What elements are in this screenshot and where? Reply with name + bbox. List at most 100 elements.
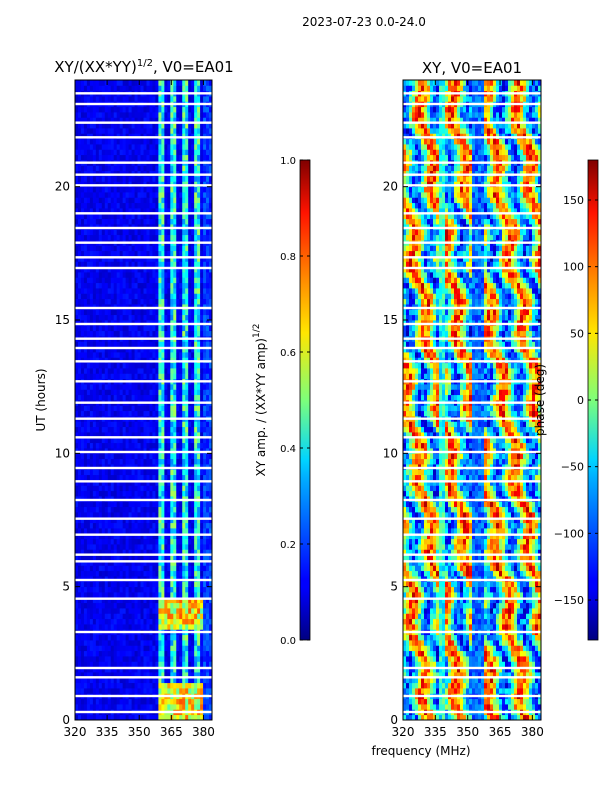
- heatmap-cell: [98, 592, 103, 598]
- heatmap-cell: [206, 592, 210, 598]
- heatmap-cell: [104, 432, 109, 438]
- heatmap-cell: [149, 613, 153, 620]
- heatmap-cell: [191, 229, 195, 236]
- heatmap-cell: [170, 405, 174, 412]
- heatmap-cell: [167, 266, 171, 273]
- heatmap-cell: [179, 613, 183, 620]
- heatmap-cell: [119, 565, 124, 572]
- heatmap-cell: [200, 330, 204, 337]
- heatmap-cell: [101, 506, 106, 513]
- heatmap-cell: [194, 192, 198, 198]
- heatmap-cell: [86, 501, 91, 508]
- heatmap-cell: [170, 618, 174, 625]
- heatmap-cell: [110, 458, 115, 465]
- heatmap-cell: [200, 426, 204, 433]
- heatmap-cell: [206, 538, 210, 545]
- heatmap-cell: [164, 165, 168, 172]
- heatmap-cell: [143, 208, 147, 214]
- heatmap-cell: [122, 512, 127, 518]
- heatmap-cell: [134, 234, 138, 241]
- heatmap-cell: [89, 592, 94, 598]
- heatmap-cell: [140, 277, 144, 284]
- heatmap-cell: [134, 432, 138, 438]
- heatmap-cell: [152, 656, 156, 662]
- heatmap-cell: [107, 288, 112, 294]
- heatmap-cell: [119, 421, 124, 428]
- heatmap-cell: [119, 485, 124, 492]
- heatmap-cell: [95, 666, 100, 673]
- heatmap-cell: [86, 197, 91, 204]
- heatmap-cell: [75, 325, 79, 332]
- heatmap-cell: [113, 293, 118, 300]
- heatmap-cell: [89, 432, 94, 438]
- heatmap-cell: [143, 250, 147, 257]
- heatmap-cell: [182, 218, 186, 225]
- heatmap-cell: [197, 672, 201, 678]
- heatmap-cell: [101, 549, 106, 556]
- heatmap-cell: [107, 666, 112, 673]
- heatmap-cell: [164, 608, 168, 614]
- heatmap-cell: [116, 197, 121, 204]
- heatmap-cell: [110, 362, 115, 369]
- heatmap-cell: [128, 613, 132, 620]
- heatmap-cell: [137, 389, 141, 396]
- heatmap-cell: [116, 282, 121, 289]
- heatmap-cell: [77, 522, 82, 529]
- heatmap-cell: [131, 149, 135, 156]
- heatmap-cell: [206, 362, 210, 369]
- heatmap-cell: [95, 608, 100, 614]
- heatmap-cell: [209, 581, 213, 588]
- heatmap-cell: [86, 282, 91, 289]
- heatmap-cell: [107, 597, 112, 604]
- heatmap-cell: [131, 549, 135, 556]
- heatmap-cell: [155, 218, 159, 225]
- heatmap-cell: [167, 528, 171, 534]
- heatmap-cell: [134, 256, 138, 262]
- heatmap-cell: [143, 218, 147, 225]
- heatmap-cell: [92, 613, 97, 620]
- heatmap-cell: [143, 309, 147, 316]
- heatmap-cell: [176, 672, 180, 678]
- heatmap-cell: [200, 672, 204, 678]
- heatmap-cell: [203, 288, 207, 294]
- heatmap-cell: [167, 512, 171, 518]
- heatmap-cell: [161, 560, 165, 566]
- heatmap-cell: [203, 325, 207, 332]
- heatmap-cell: [122, 672, 127, 678]
- heatmap-cell: [188, 266, 192, 273]
- heatmap-cell: [179, 149, 183, 156]
- heatmap-cell: [122, 592, 127, 598]
- heatmap-cell: [113, 234, 118, 241]
- heatmap-cell: [128, 186, 132, 193]
- heatmap-cell: [167, 560, 171, 566]
- heatmap-cell: [75, 277, 79, 284]
- heatmap-cell: [143, 410, 147, 417]
- heatmap-cell: [77, 704, 82, 710]
- heatmap-cell: [134, 362, 138, 369]
- heatmap-cell: [80, 197, 85, 204]
- heatmap-cell: [179, 656, 183, 662]
- heatmap-cell: [98, 640, 103, 646]
- heatmap-cell: [203, 266, 207, 273]
- heatmap-cell: [128, 202, 132, 209]
- heatmap-cell: [137, 309, 141, 316]
- heatmap-cell: [191, 512, 195, 518]
- heatmap-cell: [188, 645, 192, 652]
- heatmap-cell: [146, 714, 150, 721]
- heatmap-cell: [206, 661, 210, 668]
- heatmap-cell: [209, 640, 213, 646]
- heatmap-cell: [98, 266, 103, 273]
- heatmap-cell: [191, 282, 195, 289]
- heatmap-cell: [209, 384, 213, 390]
- heatmap-cell: [140, 597, 144, 604]
- heatmap-cell: [128, 560, 132, 566]
- heatmap-cell: [83, 666, 88, 673]
- heatmap-cell: [200, 613, 204, 620]
- heatmap-cell: [119, 480, 124, 486]
- heatmap-cell: [80, 432, 85, 438]
- heatmap-cell: [170, 341, 174, 348]
- heatmap-cell: [116, 426, 121, 433]
- heatmap-cell: [158, 314, 162, 321]
- heatmap-cell: [200, 544, 204, 550]
- heatmap-cell: [107, 389, 112, 396]
